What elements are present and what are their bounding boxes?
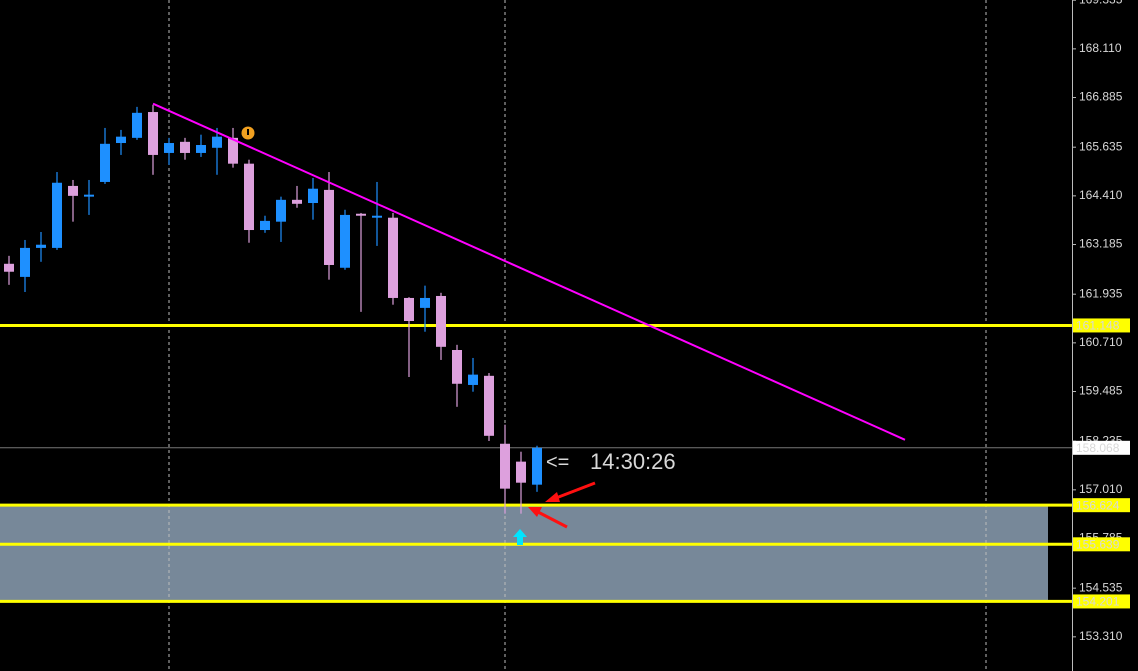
y-tick-label: 169.335	[1079, 0, 1123, 6]
arrow-up-marker	[513, 529, 527, 545]
y-tick-label: 160.710	[1079, 335, 1123, 349]
candle-body	[36, 244, 46, 248]
trendline	[152, 102, 906, 441]
candle-body	[308, 188, 318, 204]
y-tick-label: 154.535	[1079, 580, 1123, 594]
candle-body	[356, 213, 366, 216]
candle-body	[420, 297, 430, 308]
level-price-box	[1073, 318, 1130, 333]
y-tick-label: 153.310	[1079, 629, 1123, 643]
annotation-arrow: <=	[546, 451, 569, 473]
red-arrow-shaft	[555, 481, 596, 500]
candle-body	[100, 143, 110, 182]
y-tick-label: 165.635	[1079, 139, 1123, 153]
support-zone	[0, 505, 1048, 602]
candle-body	[20, 247, 30, 277]
candle-body	[468, 374, 478, 385]
candle-body	[404, 297, 414, 321]
y-tick-label: 166.885	[1079, 90, 1123, 104]
current-price-box	[1073, 440, 1130, 455]
countdown: 14:30:26	[590, 449, 676, 474]
y-tick-label: 164.410	[1079, 188, 1123, 202]
y-tick-label: 157.010	[1079, 482, 1123, 496]
candle-body	[164, 143, 174, 153]
candle-body	[148, 112, 158, 155]
candle-body	[452, 350, 462, 384]
level-price-label: 156.624	[1076, 498, 1120, 512]
candle-body	[196, 145, 206, 153]
candle-body	[516, 461, 526, 483]
plot	[0, 102, 1072, 603]
candle-body	[116, 136, 126, 144]
red-arrow-head	[528, 507, 542, 517]
y-tick-label: 168.110	[1079, 41, 1122, 55]
candle-body	[372, 215, 382, 218]
candle-body	[244, 163, 254, 231]
candle-body	[436, 295, 446, 347]
candle-body	[532, 447, 542, 485]
level-price-label: 154.201	[1076, 595, 1120, 609]
current-price-label: 158.068	[1076, 441, 1120, 455]
candle-body	[180, 141, 190, 153]
level-price-label: 155.639	[1076, 537, 1120, 551]
zone-layer	[0, 505, 1048, 602]
red-arrows	[528, 481, 596, 529]
candle-body	[388, 217, 398, 298]
candle-body	[340, 214, 350, 268]
candle-body	[324, 189, 334, 265]
level-price-box	[1073, 537, 1130, 552]
candle-body	[212, 136, 222, 148]
candle-body	[4, 263, 14, 272]
candle-body	[276, 199, 286, 222]
y-tick-label: 163.185	[1079, 237, 1123, 251]
price-axis: 169.335 168.110 166.885 165.635 164.410 163.1…	[1072, 0, 1130, 643]
candle-body	[132, 112, 142, 138]
candle-body	[292, 199, 302, 204]
cyan-arrow	[513, 529, 527, 545]
candle-body	[84, 194, 94, 197]
candle-body	[68, 185, 78, 196]
level-price-box	[1073, 498, 1130, 513]
y-tick-label: 161.935	[1079, 286, 1123, 300]
candle-body	[484, 375, 494, 436]
level-price-box	[1073, 594, 1130, 609]
red-arrow-shaft	[537, 510, 568, 529]
candle-body	[500, 443, 510, 489]
candle-body	[260, 220, 270, 231]
candle-body	[52, 182, 62, 248]
level-price-label: 161.148	[1076, 319, 1120, 333]
y-tick-label: 159.485	[1079, 384, 1123, 398]
candle-body	[228, 137, 238, 164]
event-icon	[241, 126, 255, 140]
red-arrow-head	[545, 492, 560, 502]
